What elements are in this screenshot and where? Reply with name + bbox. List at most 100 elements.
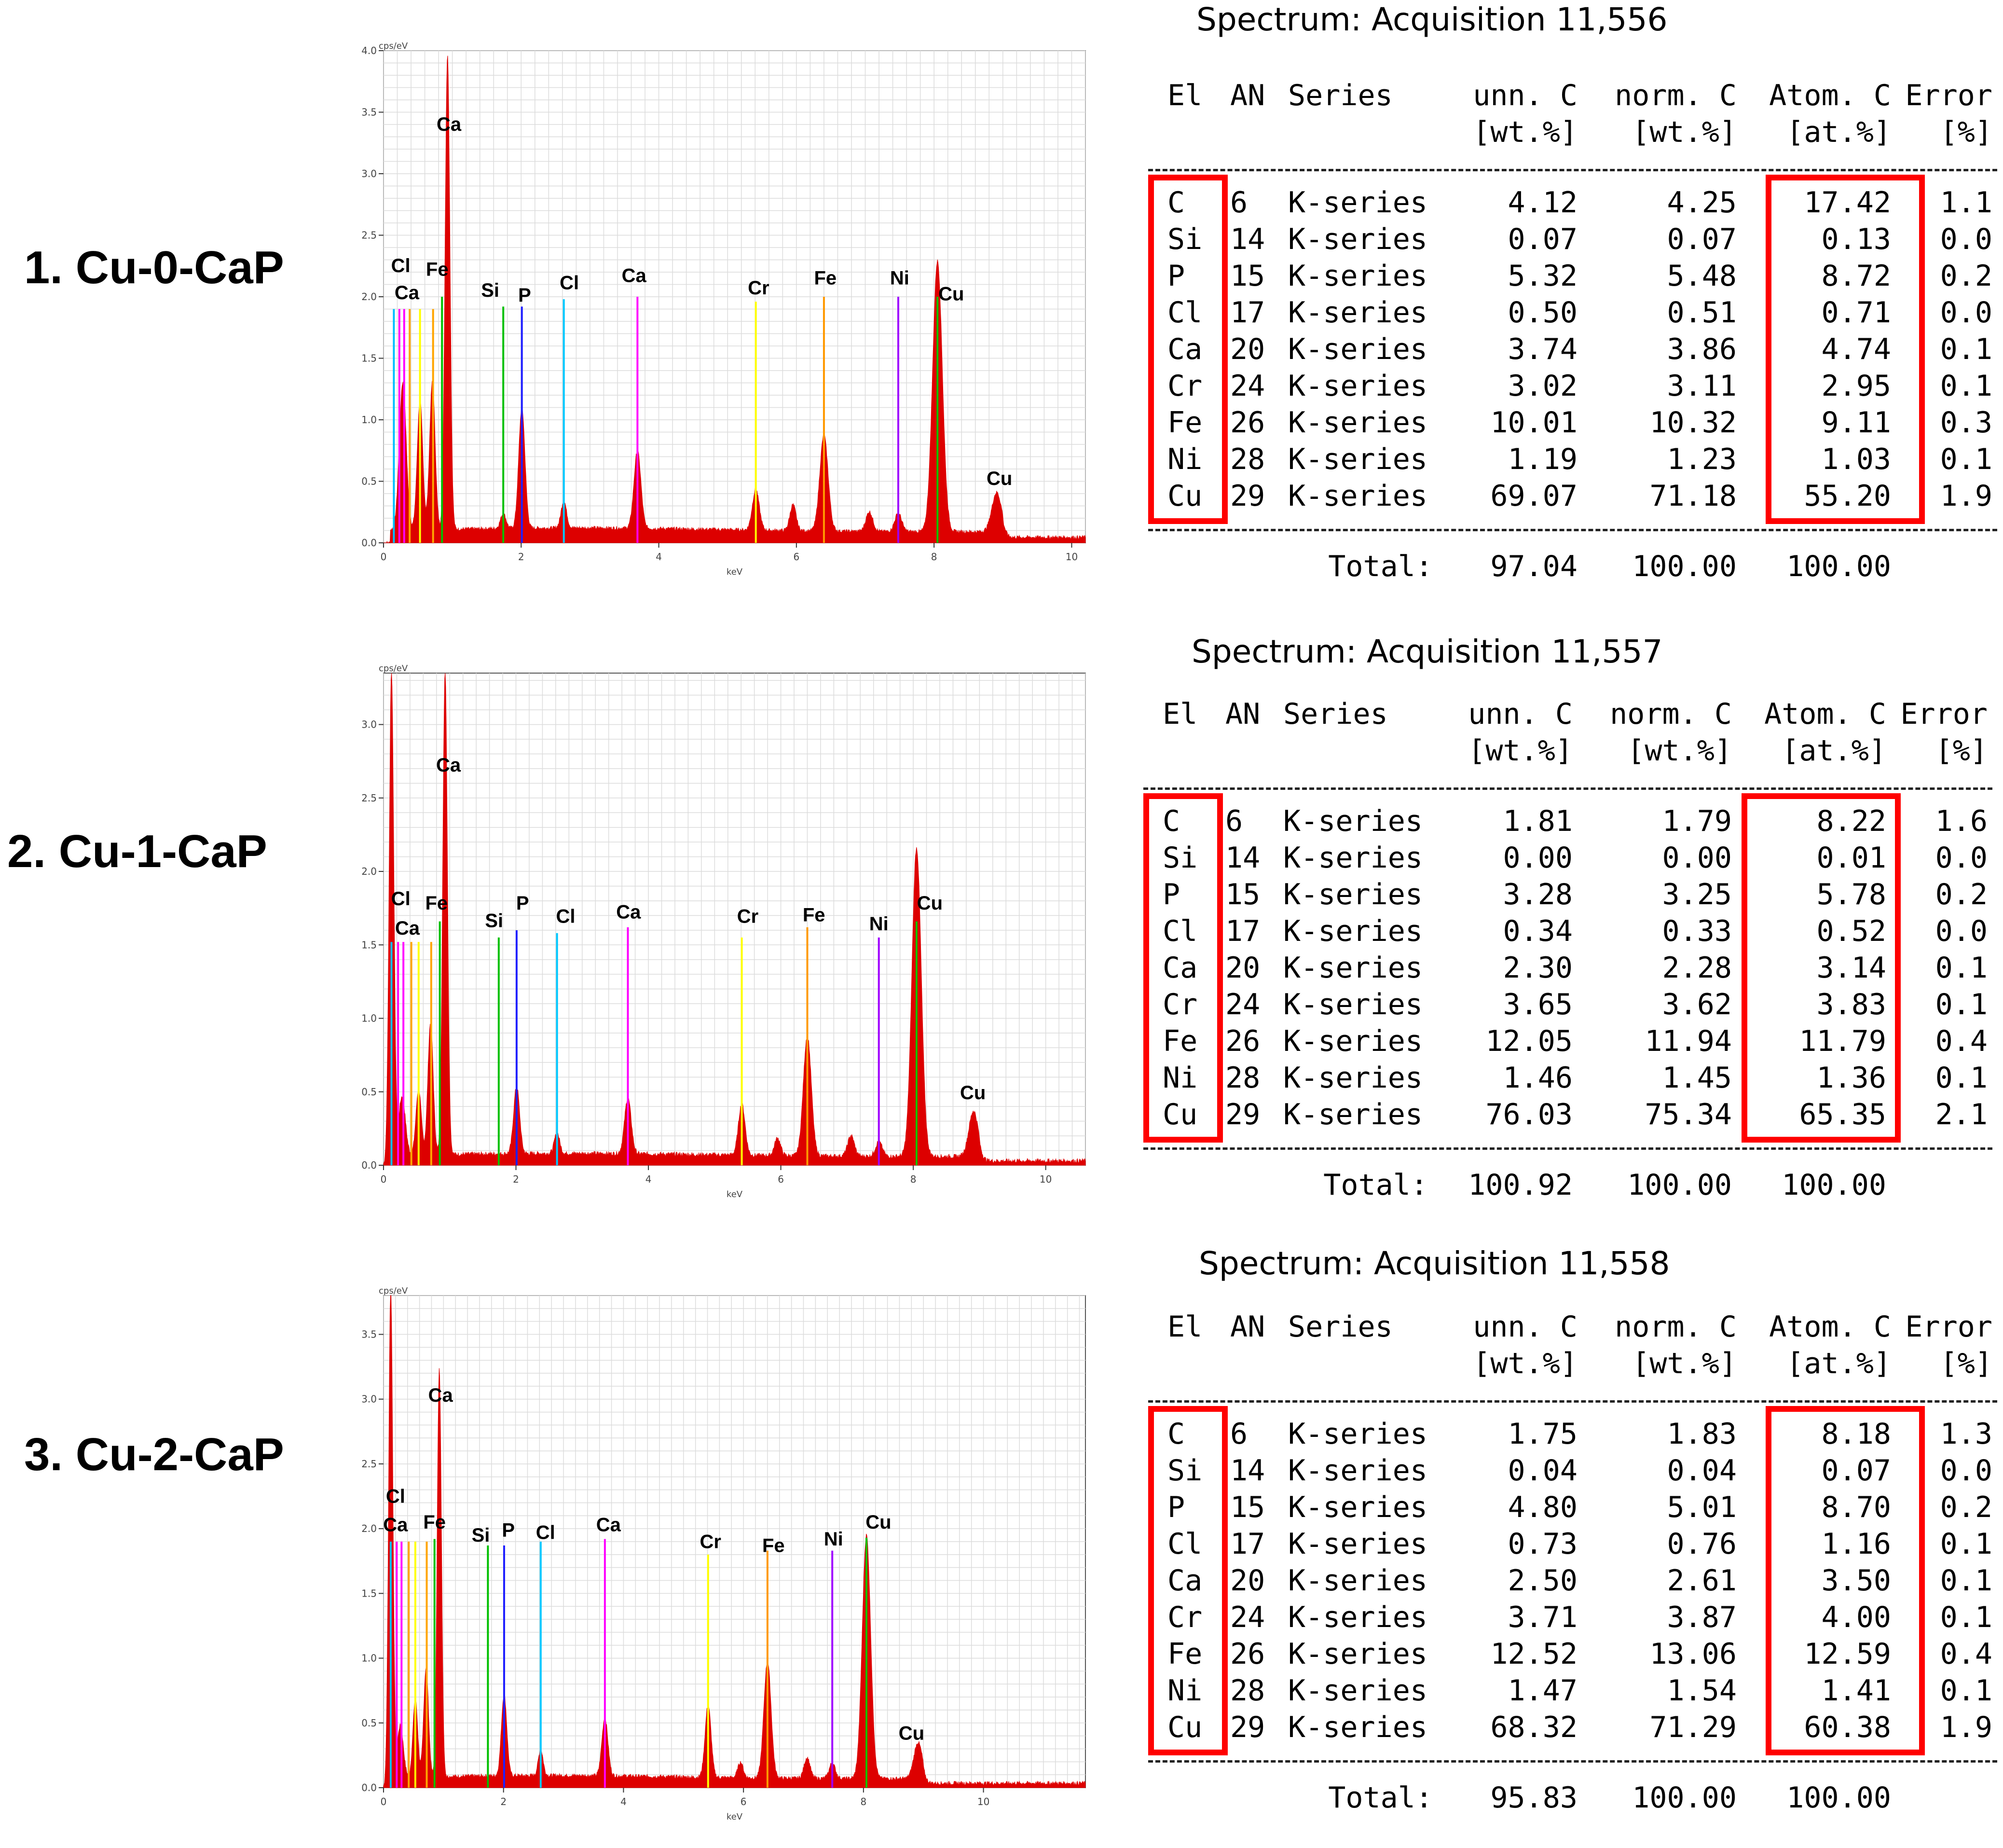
- cell-unn: 3.74: [1508, 332, 1578, 366]
- cell-series: K-series: [1283, 878, 1423, 911]
- cell-an: 15: [1230, 1490, 1265, 1524]
- cell-unn: 69.07: [1490, 479, 1578, 513]
- cell-an: 15: [1230, 259, 1265, 293]
- cell-norm: norm. C: [1610, 697, 1732, 731]
- cell-norm: 100.00: [1627, 1168, 1732, 1202]
- cell-error: [%]: [1940, 1347, 1992, 1380]
- cell-an: 14: [1225, 841, 1261, 875]
- y-tick-label: 1.5: [361, 353, 377, 364]
- cell-atom: 3.14: [1816, 951, 1887, 985]
- peak-label: Fe: [814, 268, 837, 289]
- cell-el: El: [1163, 697, 1198, 731]
- cell-error: Error: [1900, 697, 1988, 731]
- table-row: Si 14 K-series 0.07 0.07 0.13 0.0: [1148, 221, 1997, 258]
- y-tick-label: 0.0: [361, 1782, 377, 1793]
- element-column-highlight: [1148, 1406, 1228, 1755]
- table-divider: [1143, 1147, 1992, 1150]
- cell-norm: 2.28: [1662, 951, 1732, 985]
- cell-atom: 100.00: [1782, 1168, 1886, 1202]
- cell-an: 26: [1225, 1024, 1261, 1058]
- cell-unn: 5.32: [1508, 259, 1578, 293]
- x-tick-label: 6: [794, 551, 800, 563]
- table-row: Ni 28 K-series 1.46 1.45 1.36 0.1: [1143, 1060, 1992, 1096]
- cell-norm: 11.94: [1645, 1024, 1732, 1058]
- cell-series: K-series: [1288, 369, 1427, 403]
- cell-series: K-series: [1283, 1024, 1423, 1058]
- table-row: P 15 K-series 4.80 5.01 8.70 0.2: [1148, 1489, 1997, 1526]
- table-row: Cr 24 K-series 3.71 3.87 4.00 0.1: [1148, 1599, 1997, 1636]
- table-row: Ca 20 K-series 3.74 3.86 4.74 0.1: [1148, 331, 1997, 368]
- cell-el: C: [1167, 1417, 1185, 1451]
- cell-el: Cl: [1167, 296, 1203, 330]
- x-tick-label: 4: [645, 1173, 652, 1185]
- chart-svg: Ca Cl Ca Fe Si P Cl Ca Cr Fe Ni Cu Cu 0.0 0.5 1.0 1.5 2.0…: [361, 1286, 1086, 1822]
- cell-unn: 0.07: [1508, 222, 1578, 256]
- cell-atom: 3.83: [1816, 988, 1887, 1021]
- x-tick-label: 2: [518, 551, 524, 563]
- cell-error: 1.9: [1940, 1710, 1992, 1744]
- cell-norm: 100.00: [1632, 550, 1737, 583]
- cell-atom: 17.42: [1804, 186, 1891, 220]
- cell-atom: 8.18: [1821, 1417, 1892, 1451]
- cell-error: Error: [1905, 79, 1992, 112]
- cell-an: 24: [1230, 369, 1265, 403]
- cell-norm: [wt.%]: [1627, 734, 1732, 768]
- cell-atom: 8.22: [1816, 804, 1887, 838]
- y-tick-label: 4.0: [361, 45, 377, 56]
- table-header-row: El AN Series unn. C norm. C Atom. C Error: [1148, 77, 1997, 114]
- y-tick-label: 0.5: [361, 1086, 377, 1098]
- spectrum-title: Spectrum: Acquisition 11,558: [1199, 1245, 1670, 1282]
- cell-error: 0.3: [1940, 406, 1992, 440]
- cell-atom: 2.95: [1821, 369, 1892, 403]
- spectrum-title: Spectrum: Acquisition 11,557: [1192, 633, 1663, 670]
- cell-norm: 71.18: [1649, 479, 1737, 513]
- cell-an: 28: [1230, 1674, 1265, 1708]
- x-tick-label: 0: [381, 1173, 387, 1185]
- chart-svg: Ca Cl Fe Ca Si P Cl Ca Cr Fe Ni Cu Cu 0.0 0.5 1.0 1.5 2.0…: [361, 41, 1086, 577]
- cell-el: Cu: [1163, 1098, 1198, 1131]
- cell-atom: 11.79: [1799, 1024, 1886, 1058]
- cell-el: Ca: [1167, 332, 1203, 366]
- table-row: Cl 17 K-series 0.34 0.33 0.52 0.0: [1143, 913, 1992, 950]
- y-tick-label: 3.5: [361, 1329, 377, 1340]
- cell-unn: [wt.%]: [1473, 1347, 1578, 1380]
- cell-an: 6: [1230, 1417, 1248, 1451]
- cell-series: K-series: [1288, 259, 1427, 293]
- y-tick-label: 2.0: [361, 866, 377, 877]
- table-divider: [1148, 1400, 1997, 1403]
- cell-unn: 4.80: [1508, 1490, 1578, 1524]
- cell-el: El: [1167, 1310, 1203, 1344]
- cell-unn: unn. C: [1473, 1310, 1578, 1344]
- y-axis-label: cps/eV: [379, 663, 408, 674]
- peak-label: Cl: [556, 906, 575, 927]
- cell-norm: 0.00: [1662, 841, 1732, 875]
- cell-series: K-series: [1288, 406, 1427, 440]
- cell-el: Cr: [1163, 988, 1198, 1021]
- y-tick-label: 3.0: [361, 1393, 377, 1405]
- peak-label: Ca: [437, 114, 462, 135]
- cell-series: K-series: [1288, 296, 1427, 330]
- cell-norm: [wt.%]: [1632, 1347, 1737, 1380]
- cell-unn: 3.65: [1503, 988, 1573, 1021]
- cell-norm: 3.87: [1667, 1600, 1737, 1634]
- peak-label: Cu: [917, 893, 943, 914]
- cell-series: K-series: [1283, 841, 1423, 875]
- cell-el: Ni: [1167, 1674, 1203, 1708]
- cell-atom: 9.11: [1821, 406, 1892, 440]
- cell-an: 17: [1225, 914, 1261, 948]
- cell-atom: 8.72: [1821, 259, 1892, 293]
- table-row: Ca 20 K-series 2.50 2.61 3.50 0.1: [1148, 1562, 1997, 1599]
- cell-el: Ni: [1167, 442, 1203, 476]
- peak-label: Ca: [428, 1385, 453, 1406]
- cell-error: 0.0: [1940, 1454, 1992, 1488]
- table-row: Si 14 K-series 0.00 0.00 0.01 0.0: [1143, 840, 1992, 876]
- x-tick-label: 2: [500, 1796, 507, 1807]
- cell-series: K-series: [1288, 479, 1427, 513]
- cell-series: Series: [1288, 79, 1393, 112]
- cell-atom: 100.00: [1786, 550, 1891, 583]
- table-row: Fe 26 K-series 12.05 11.94 11.79 0.4: [1143, 1023, 1992, 1060]
- cell-unn: 12.52: [1490, 1637, 1578, 1671]
- cell-unn: 1.46: [1503, 1061, 1573, 1095]
- y-tick-label: 2.5: [361, 1458, 377, 1470]
- peak-label: Cl: [391, 255, 411, 276]
